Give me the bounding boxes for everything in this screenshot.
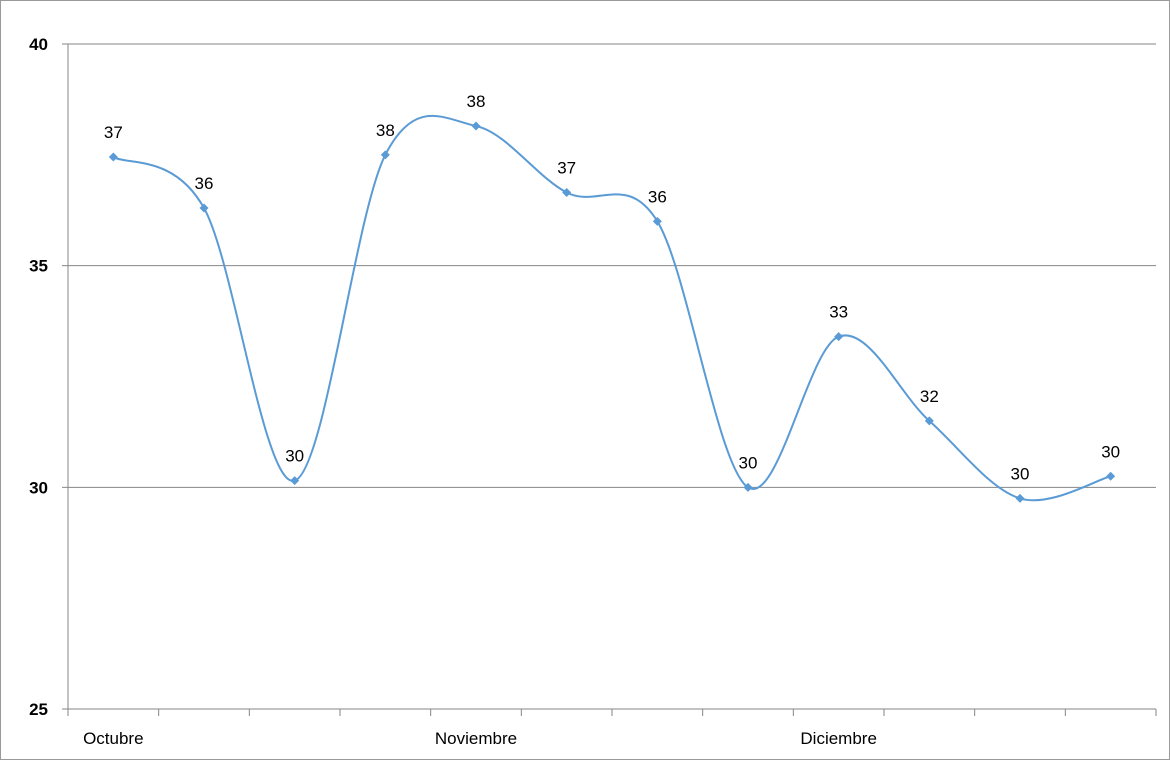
y-tick-labels: 25 30 35 40 [29, 35, 48, 719]
y-tick-label: 30 [29, 478, 48, 497]
x-tick-label: Diciembre [800, 729, 877, 748]
data-labels: 37 36 30 38 38 37 36 30 33 32 30 30 [104, 92, 1120, 483]
data-label: 38 [467, 92, 486, 111]
data-label: 30 [739, 453, 758, 472]
data-point [1106, 471, 1116, 481]
gridlines [68, 43, 1156, 488]
data-point [743, 482, 753, 492]
axes [62, 43, 1157, 716]
data-label: 36 [648, 187, 667, 206]
data-label: 38 [376, 121, 395, 140]
data-point [1015, 493, 1025, 503]
data-point [562, 188, 572, 198]
data-label: 37 [104, 123, 123, 142]
data-point [834, 332, 844, 342]
data-point [471, 121, 481, 131]
data-point [290, 476, 300, 486]
data-markers [108, 121, 1116, 503]
data-label: 33 [829, 303, 848, 322]
data-label: 30 [1011, 464, 1030, 483]
data-label: 30 [285, 447, 304, 466]
data-point [380, 150, 390, 160]
data-label: 32 [920, 387, 939, 406]
y-tick-label: 35 [29, 257, 48, 276]
x-tick-label: Octubre [83, 729, 143, 748]
data-label: 37 [557, 159, 576, 178]
data-point [652, 216, 662, 226]
data-label: 30 [1101, 442, 1120, 461]
data-label: 36 [195, 174, 214, 193]
x-tick-labels: Octubre Noviembre Diciembre [83, 729, 877, 748]
y-tick-label: 25 [29, 700, 48, 719]
x-tick-label: Noviembre [435, 729, 517, 748]
data-point [108, 152, 118, 162]
y-tick-label: 40 [29, 35, 48, 54]
data-point [199, 203, 209, 213]
series-line [112, 114, 1111, 502]
data-point [924, 416, 934, 426]
